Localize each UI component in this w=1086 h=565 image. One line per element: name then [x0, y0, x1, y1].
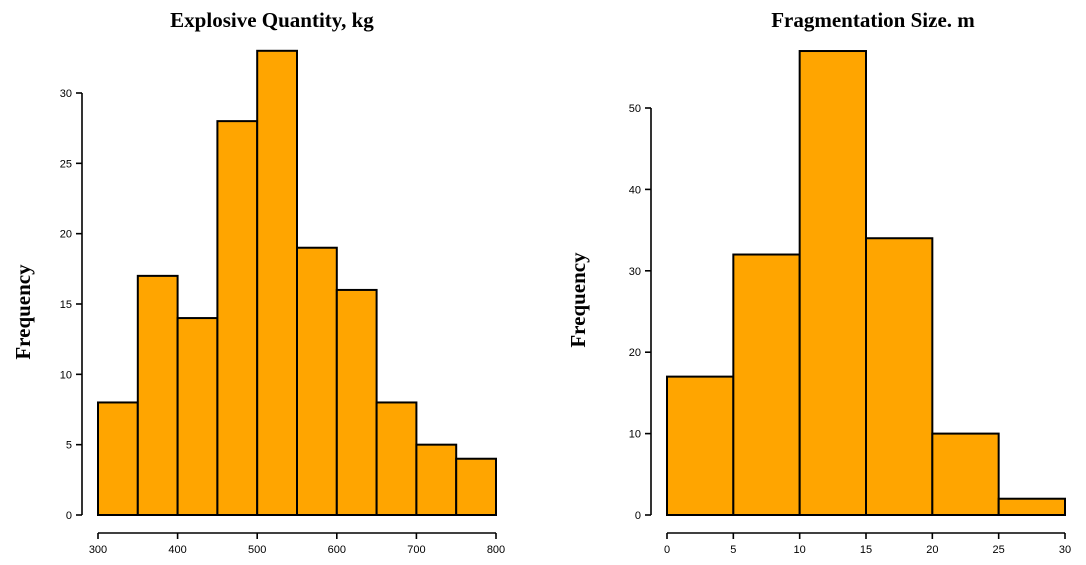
histogram-bar	[455, 457, 498, 517]
y-tick-label: 20	[60, 229, 72, 241]
y-tick-label: 10	[60, 369, 72, 381]
y-axis-label: Frequency	[11, 264, 35, 360]
histogram-bar	[798, 50, 868, 517]
x-tick-label: 0	[664, 544, 670, 556]
x-tick-label: 800	[487, 544, 505, 556]
x-tick-label: 30	[1059, 544, 1071, 556]
y-tick-label: 5	[66, 440, 72, 452]
histogram-bar	[732, 253, 801, 517]
histogram-bar	[216, 120, 259, 516]
axes: 0 5 10 15 20 25 30 300 400 500 600 700 800	[60, 88, 505, 556]
y-tick-label: 20	[629, 347, 641, 359]
histogram-bar	[136, 274, 179, 516]
chart-title: Explosive Quantity, kg	[170, 8, 374, 32]
histogram-bar	[931, 432, 1000, 517]
x-tick-label: 5	[730, 544, 736, 556]
y-tick-label: 10	[629, 429, 641, 441]
x-tick-label: 600	[328, 544, 346, 556]
bars	[666, 50, 1067, 517]
x-tick-label: 400	[168, 544, 186, 556]
chart-title: Fragmentation Size. m	[771, 8, 975, 32]
y-tick-label: 0	[635, 510, 641, 522]
explosive-quantity-histogram: Explosive Quantity, kg Frequency 0 5 10 15 2…	[11, 8, 505, 556]
y-tick-label: 30	[629, 266, 641, 278]
x-tick-label: 10	[794, 544, 806, 556]
axes: 0 10 20 30 40 50 0 5 10 15 20 25 30	[629, 103, 1071, 556]
histogram-bar	[256, 49, 299, 517]
histogram-bar	[415, 443, 458, 516]
x-tick-label: 20	[926, 544, 938, 556]
bars	[97, 49, 498, 517]
y-tick-label: 40	[629, 184, 641, 196]
x-tick-label: 15	[860, 544, 872, 556]
y-tick-label: 30	[60, 88, 72, 100]
y-tick-label: 0	[66, 510, 72, 522]
histogram-bar	[375, 401, 418, 517]
y-axis-label: Frequency	[566, 252, 590, 348]
fragmentation-size-histogram: Fragmentation Size. m Frequency 0 10 20 30 4…	[566, 8, 1071, 556]
x-tick-label: 700	[407, 544, 425, 556]
histogram-bar	[97, 401, 139, 517]
histogram-bar	[865, 237, 934, 517]
histogram-bar	[296, 246, 338, 516]
y-tick-label: 50	[629, 103, 641, 115]
y-tick-label: 15	[60, 299, 72, 311]
x-tick-label: 300	[89, 544, 107, 556]
y-tick-label: 25	[60, 158, 72, 170]
histogram-bar	[666, 375, 735, 516]
histogram-bar	[997, 497, 1067, 517]
x-tick-label: 500	[248, 544, 266, 556]
x-tick-label: 25	[993, 544, 1005, 556]
histogram-bar	[176, 317, 219, 517]
histogram-bar	[335, 288, 378, 516]
